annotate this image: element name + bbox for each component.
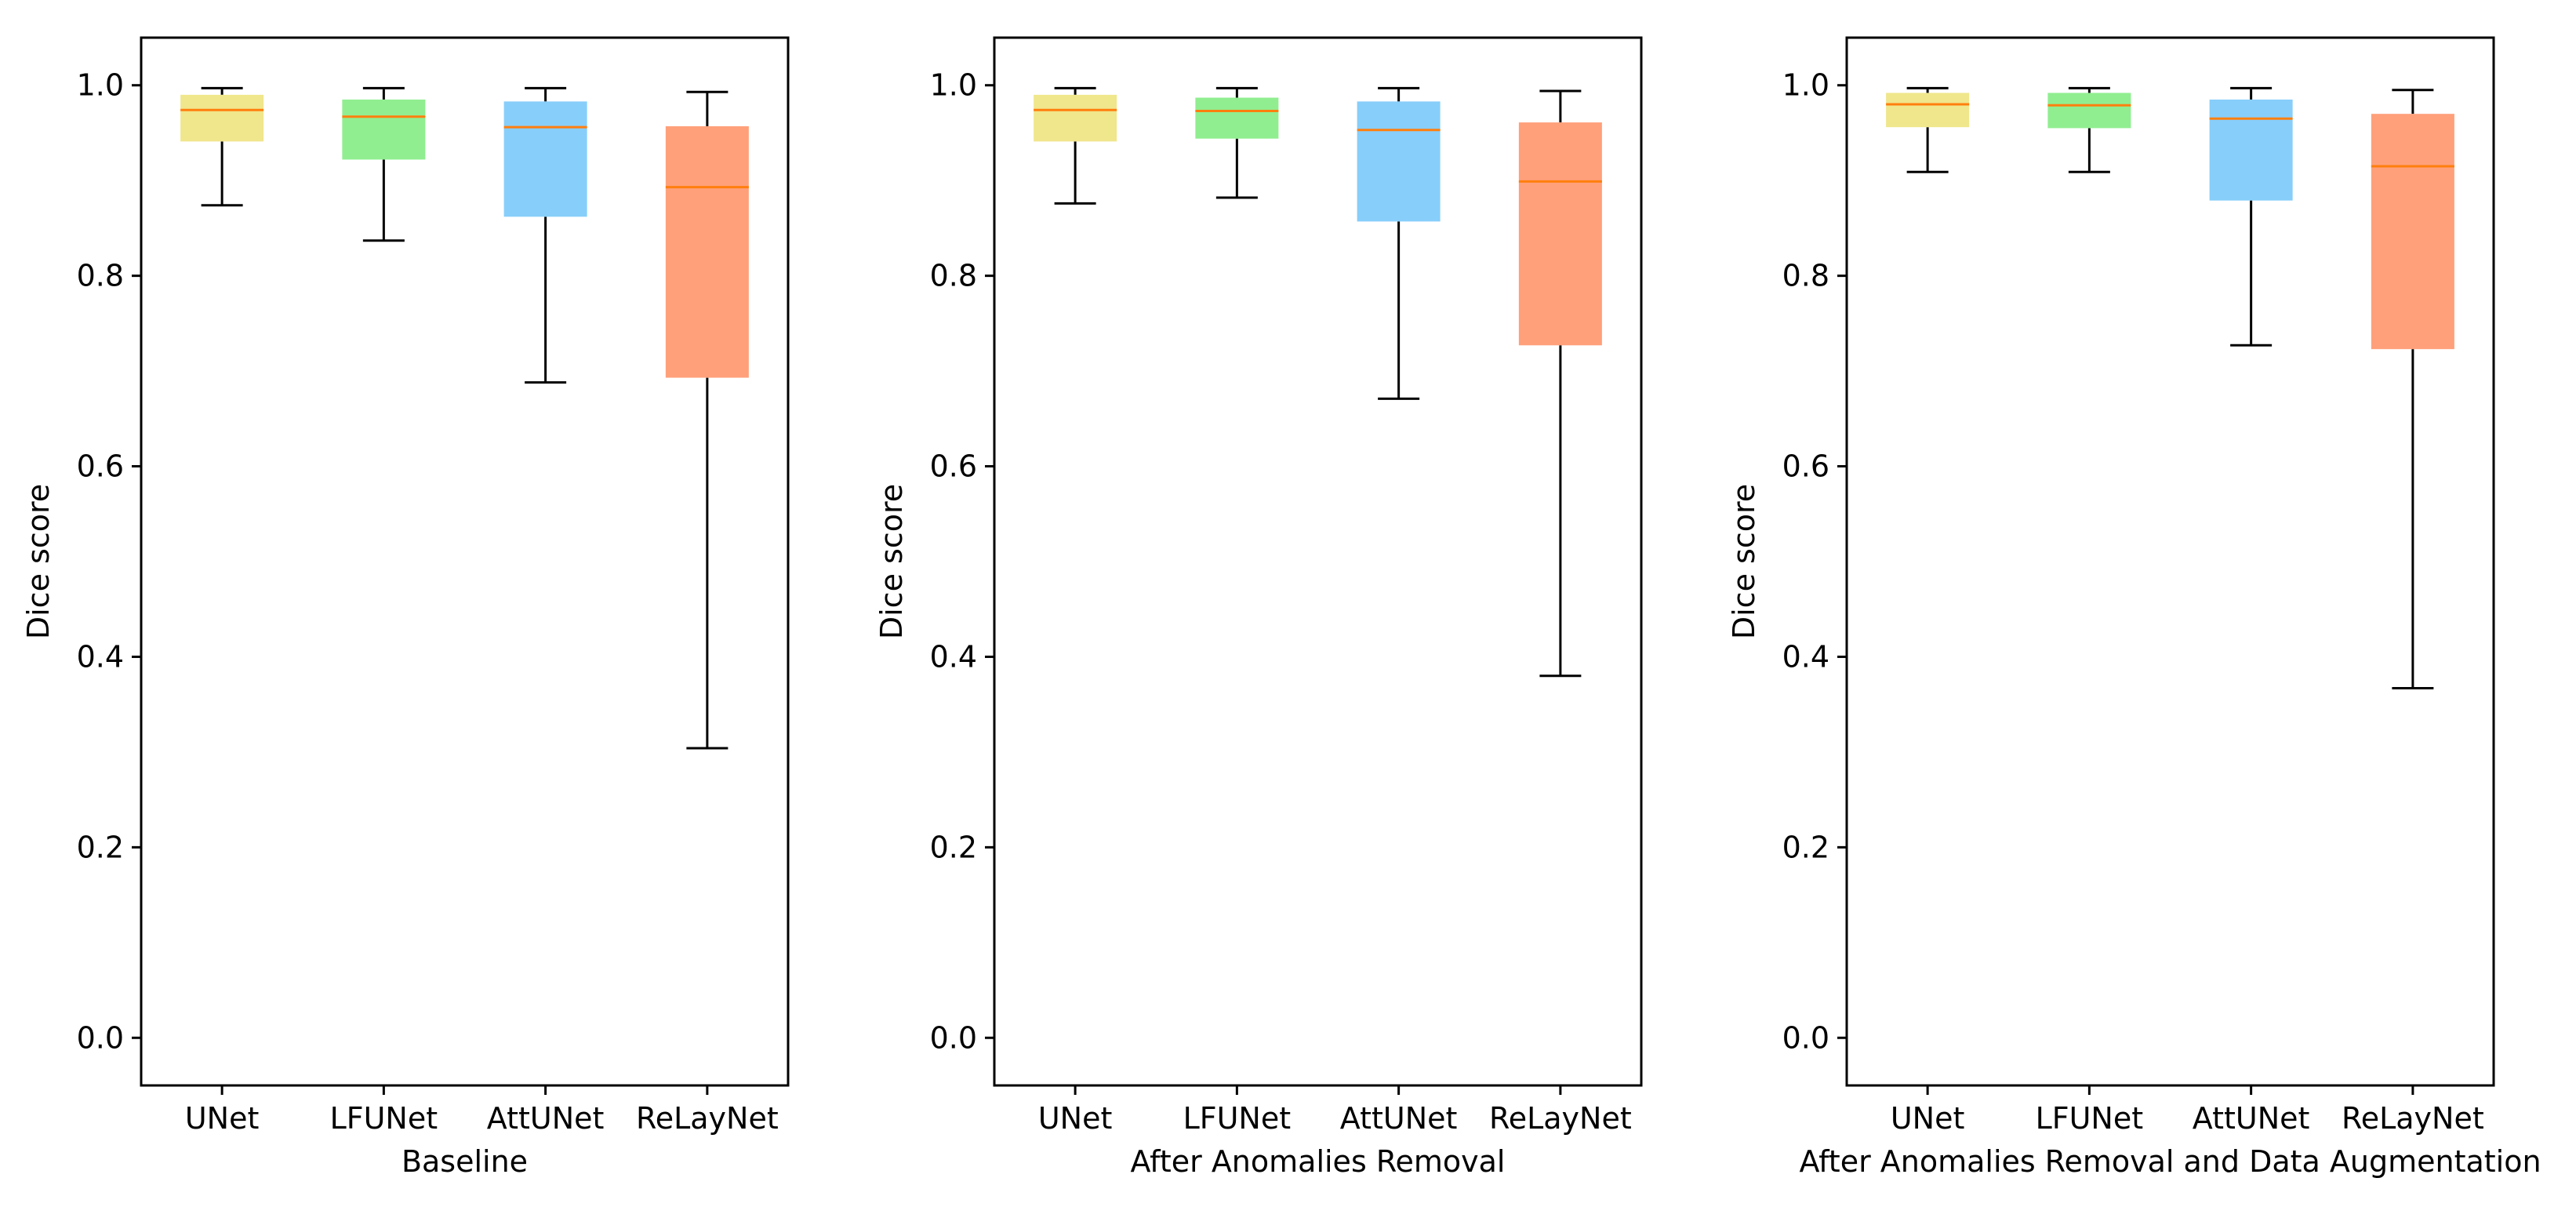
x-tick-label-lfunet: LFUNet [2036, 1101, 2144, 1136]
box-attunet [503, 86, 587, 384]
box-attunet [2209, 86, 2293, 347]
x-tick-label-unet: UNet [1038, 1101, 1113, 1136]
axes-frame [1845, 36, 2495, 1087]
box-body [180, 94, 264, 142]
y-axis-title: Dice score [1727, 484, 1761, 639]
box-unet [180, 86, 264, 207]
y-tick-label: 0.8 [930, 259, 977, 293]
y-tick-label: 0.0 [930, 1020, 977, 1055]
y-tick-label: 0.0 [1782, 1020, 1829, 1055]
y-tick-label: 0.4 [77, 639, 124, 674]
y-tick-label: 0.6 [930, 449, 977, 484]
axes-frame [993, 36, 1643, 1087]
chart-panel-3: 0.0 0.2 0.4 0.6 0.8 1.0 UNet LFUNet AttUNet ReLay… [1727, 36, 2541, 1179]
box-body [342, 99, 426, 160]
x-tick-label-relaynet: ReLayNet [636, 1101, 779, 1136]
box-lfunet [2047, 86, 2131, 173]
box-unet [1034, 86, 1117, 205]
box-body [2047, 93, 2131, 129]
box-body [1357, 101, 1441, 222]
box-attunet [1357, 86, 1441, 400]
box-body [1034, 94, 1117, 142]
y-tick-label: 0.8 [77, 259, 124, 293]
x-tick-label-lfunet: LFUNet [330, 1101, 438, 1136]
y-tick-label: 0.6 [77, 449, 124, 484]
y-tick-label: 0.6 [1782, 449, 1829, 484]
box-body [1195, 97, 1279, 139]
x-tick-label-lfunet: LFUNet [1183, 1101, 1292, 1136]
x-tick-label-relaynet: ReLayNet [2342, 1101, 2484, 1136]
box-body [503, 101, 587, 217]
chart-panel-2: 0.0 0.2 0.4 0.6 0.8 1.0 UNet LFUNet AttUNet ReLay… [874, 36, 1643, 1179]
box-body [2371, 114, 2454, 350]
y-tick-label: 0.2 [77, 830, 124, 864]
x-tick-label-unet: UNet [185, 1101, 260, 1136]
x-axis-title: After Anomalies Removal [1130, 1144, 1505, 1179]
box-relaynet [2371, 89, 2454, 690]
x-axis-title: Baseline [401, 1144, 528, 1179]
x-tick-label-attunet: AttUNet [487, 1101, 605, 1136]
chart-panel-1: 0.0 0.2 0.4 0.6 0.8 1.0 UNet LFUNet AttUNet ReLay… [21, 36, 790, 1179]
box-body [665, 125, 749, 378]
axes-frame [140, 36, 790, 1087]
y-tick-label: 0.2 [1782, 830, 1829, 864]
x-tick-label-unet: UNet [1891, 1101, 1965, 1136]
box-unet [1886, 86, 1970, 173]
box-relaynet [665, 90, 749, 750]
y-tick-label: 0.8 [1782, 259, 1829, 293]
y-axis-title: Dice score [874, 484, 909, 639]
box-lfunet [342, 86, 426, 242]
y-tick-label: 0.2 [930, 830, 977, 864]
y-tick-label: 0.0 [77, 1020, 124, 1055]
box-body [1886, 93, 1970, 128]
y-tick-label: 0.4 [1782, 639, 1829, 674]
y-tick-label: 1.0 [930, 68, 977, 103]
y-tick-label: 1.0 [1782, 68, 1829, 103]
x-tick-label-relaynet: ReLayNet [1489, 1101, 1632, 1136]
box-relaynet [1518, 89, 1602, 678]
y-tick-label: 0.4 [930, 639, 977, 674]
y-axis-title: Dice score [21, 484, 56, 639]
box-lfunet [1195, 86, 1279, 199]
box-body [1518, 122, 1602, 346]
y-tick-label: 1.0 [77, 68, 124, 103]
box-body [2209, 99, 2293, 201]
x-axis-title: After Anomalies Removal and Data Augment… [1799, 1144, 2541, 1179]
x-tick-label-attunet: AttUNet [1340, 1101, 1458, 1136]
x-tick-label-attunet: AttUNet [2193, 1101, 2310, 1136]
